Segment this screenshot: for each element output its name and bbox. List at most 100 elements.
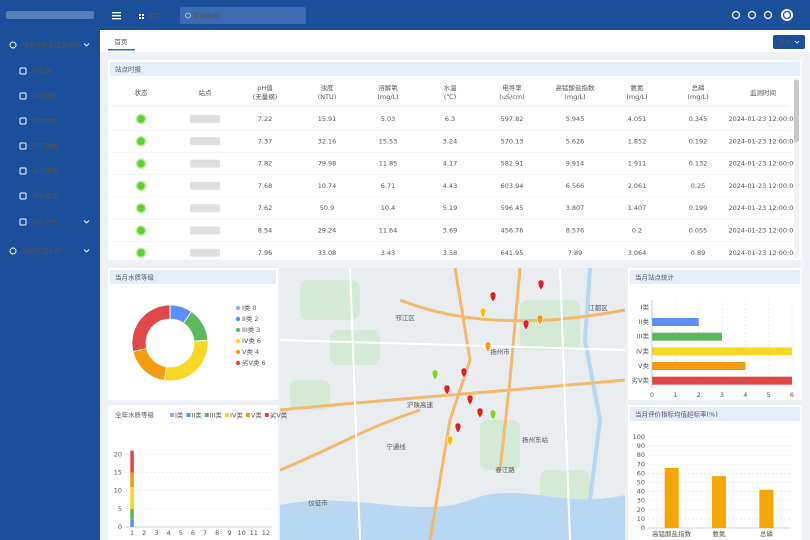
table-cell: 7.96 [258,249,272,257]
table-cell: 2024-01-23 12:00:00 [728,137,797,145]
table-cell: 29.24 [318,227,337,235]
table-cell: 11.85 [379,160,398,168]
table-cell: 456.76 [501,227,524,235]
map-label: 江都区 [588,304,608,312]
legend-swatch [236,328,240,332]
sidebar-item[interactable]: 地表水质量监测系统 [22,40,81,49]
y-tick-label: IV类 [636,346,649,355]
home-icon [139,14,141,16]
tab-home[interactable]: 首页 [115,37,129,46]
column-header: 状态 [135,88,149,97]
legend-swatch [246,413,250,417]
y-tick-label: 0 [641,524,645,532]
column-header: 电导率 [502,83,522,92]
sidebar-item[interactable]: 基础管理系统 [22,246,62,255]
y-tick-label: 50 [637,479,645,487]
legend-swatch [236,306,240,310]
bar [712,476,726,528]
column-unit: (无量纲) [253,92,278,101]
column-header: 总磷 [692,83,706,92]
table-cell: 603.94 [501,182,524,190]
x-tick-label: 5 [179,529,183,537]
home-icon [142,14,144,16]
table-cell: 0.055 [689,227,708,235]
legend-label: 劣V类 [242,358,260,367]
user-avatar[interactable] [781,9,793,21]
sidebar-item[interactable]: 站点报表 [32,166,59,175]
home-link[interactable]: 首页 [148,11,162,20]
column-header: 水温 [444,83,458,92]
bar [652,377,792,385]
y-tick-label: 100 [633,433,645,441]
y-tick-label: 70 [637,460,645,468]
sidebar-item[interactable]: 统计分析 [32,217,59,226]
sidebar-item[interactable]: 实时数据 [32,116,59,125]
status-dot [137,204,146,213]
y-tick-label: 40 [637,488,645,496]
y-tick-label: 80 [637,451,645,459]
x-tick-label: 高锰酸盐指数 [652,529,692,538]
table-cell: 5.03 [381,115,395,123]
panel-title: 站点时报 [115,65,142,74]
legend-value: 0 [252,304,256,312]
table-cell: 10.74 [318,182,337,190]
bar-segment [130,472,134,487]
sidebar-item[interactable]: 预警管理 [32,191,59,200]
legend-value: 4 [255,348,259,356]
legend-label: II类 [242,314,253,323]
x-tick-label: 总磷 [760,529,774,538]
table-cell: 1.852 [628,137,647,145]
sidebar-item[interactable]: 历史数据 [32,141,59,150]
more-label[interactable]: 更多 [779,38,793,47]
station-name-blurred [190,204,220,212]
x-tick-label: 11 [250,529,258,537]
table-cell: 7.68 [258,182,272,190]
sidebar-item[interactable]: 信息板 [32,66,52,75]
column-unit: (mg/L) [687,93,708,101]
table-cell: 50.9 [320,204,334,212]
y-tick-label: 60 [637,469,645,477]
column-header: 高锰酸盐指数 [556,83,596,92]
legend-label: I类 [242,303,251,312]
y-tick-label: 10 [637,515,645,523]
table-cell: 2.061 [628,182,647,190]
map-label: 仪征市 [308,498,328,507]
legend-swatch [236,350,240,354]
map-label: 春江路 [495,465,515,474]
y-tick-label: 30 [637,497,645,505]
column-unit: (uS/cm) [499,93,524,101]
map-label: 宁通线 [386,442,406,451]
column-header: pH值 [257,83,273,92]
search-placeholder: 菜单查询 [193,11,220,20]
table-cell: 596.45 [501,204,524,212]
table-cell: 570.13 [501,137,524,145]
table-cell: 7.82 [258,160,272,168]
bar [652,333,722,341]
x-tick-label: 3 [154,529,158,537]
legend-swatch [236,361,240,365]
bar-segment [130,451,134,473]
table-cell: 1.407 [628,204,647,212]
status-dot [137,226,146,235]
sidebar-item[interactable]: GIS地图 [32,91,56,100]
station-name-blurred [190,249,220,257]
legend-label: II类 [191,411,202,420]
legend-label: V类 [242,347,253,356]
y-tick-label: 20 [114,450,122,458]
table-cell: 0.199 [689,204,708,212]
column-unit: (mg/L) [377,93,398,101]
sidebar [0,30,100,540]
map-label: 沪陕高速 [407,400,434,409]
panel-title: 当月评价指标均值超标率(%) [635,410,718,419]
table-cell: 0.89 [691,249,705,257]
y-tick-label: 90 [637,442,645,450]
legend-label: IV类 [242,336,255,345]
table-cell: 6.3 [445,115,455,123]
table-cell: 5.945 [566,115,585,123]
x-tick-label: 2 [142,529,146,537]
x-tick-label: 12 [262,529,270,537]
table-cell: 6.566 [566,182,585,190]
station-name-blurred [190,137,220,145]
